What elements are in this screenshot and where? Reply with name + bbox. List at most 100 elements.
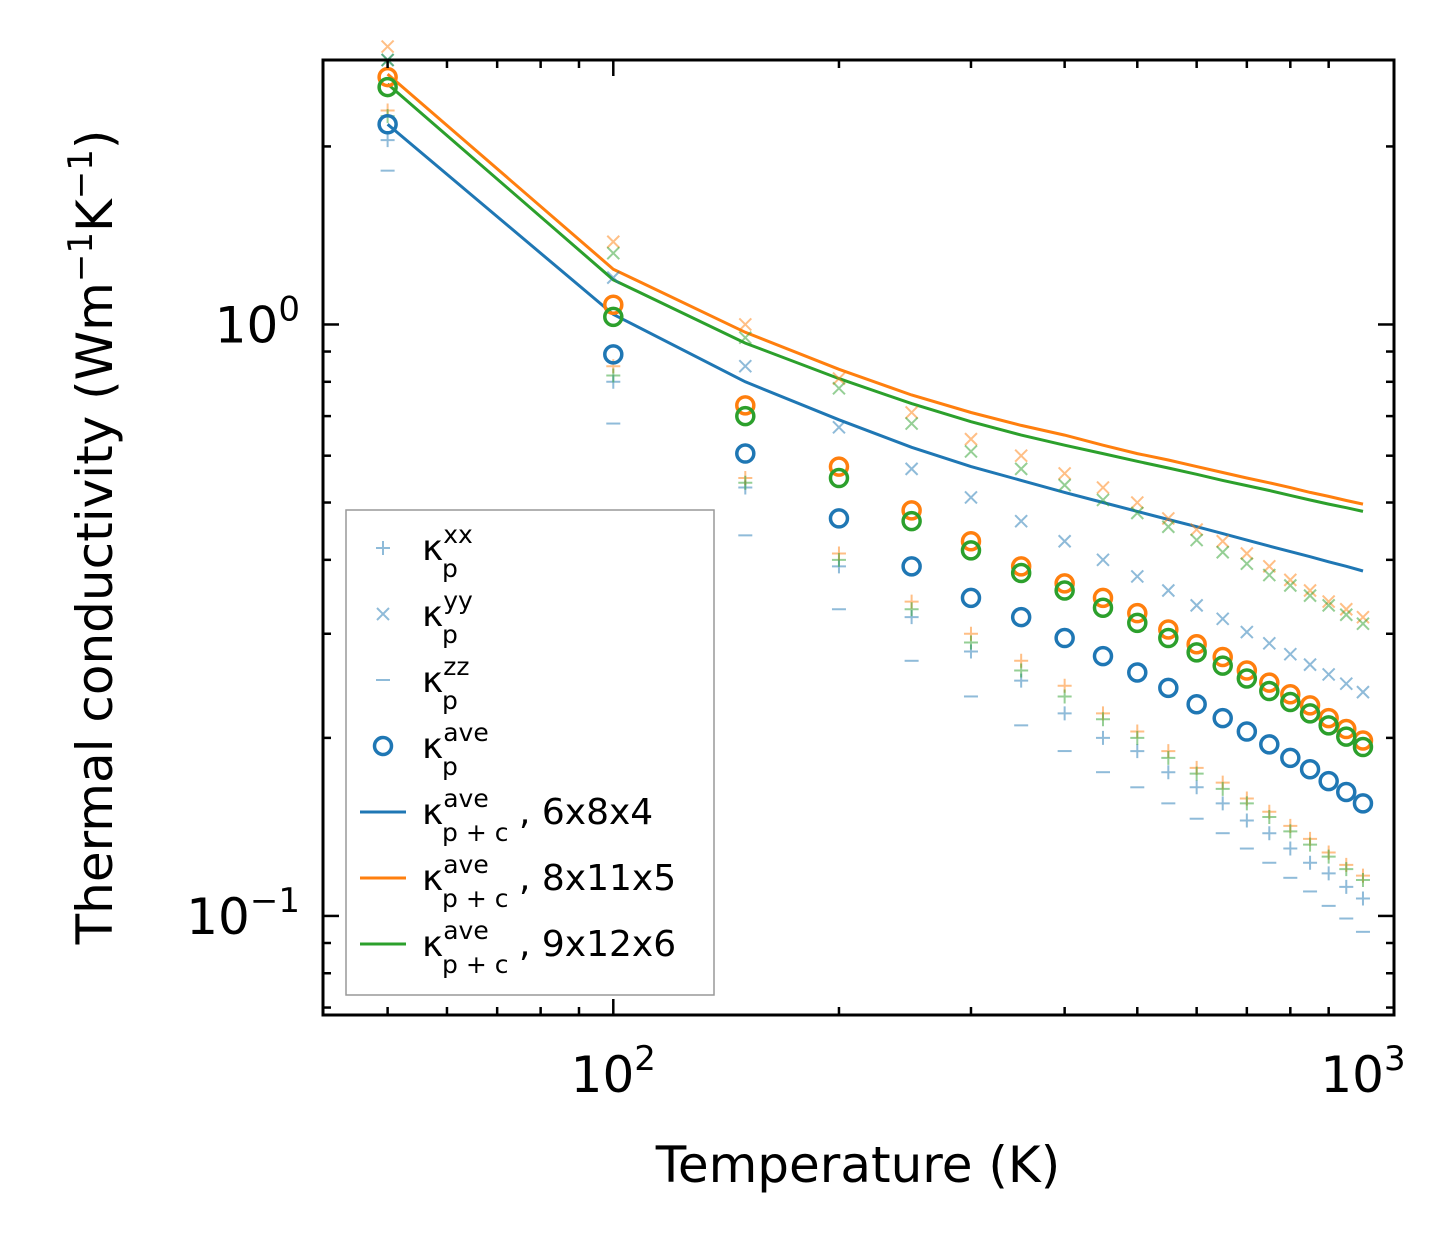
data-point-kyy_green	[832, 381, 846, 396]
data-point-kyy_green	[1096, 493, 1110, 507]
data-point-kyy_orange	[904, 405, 919, 420]
data-point-kxx_blue	[1283, 841, 1298, 856]
series-kxx_blue	[380, 133, 1370, 906]
data-point-kave_green	[1236, 668, 1258, 689]
data-point-kave_blue	[960, 587, 982, 609]
x-tick-label: 103	[1320, 1039, 1405, 1104]
data-point-kyy_orange	[1356, 610, 1370, 624]
series-line-kpc_8x11x5	[386, 72, 1364, 506]
data-point-kxx_blue	[1339, 879, 1354, 894]
data-point-kyy_orange	[1096, 480, 1110, 495]
data-point-kave_orange	[1212, 646, 1233, 668]
data-point-kave_green	[1158, 627, 1179, 649]
data-point-kave_blue	[1299, 759, 1321, 780]
data-point-kave_blue	[735, 443, 756, 464]
data-point-kave_blue	[1054, 627, 1075, 649]
data-point-kxx_blue	[1215, 796, 1230, 811]
plot-frame	[321, 58, 1396, 1017]
data-point-kave_orange	[1280, 684, 1301, 705]
series-line-kpc_9x12x6	[386, 82, 1364, 513]
data-point-kave_green	[603, 306, 624, 328]
data-point-kyy_orange	[832, 371, 846, 386]
data-point-kyy_orange	[1339, 602, 1353, 616]
data-point-kyy_green	[1014, 462, 1028, 476]
data-point-kave_orange	[1318, 707, 1339, 729]
data-point-kyy_green	[1161, 520, 1176, 534]
data-point-kxx_green	[1262, 809, 1277, 824]
data-point-kyy_green	[1240, 557, 1254, 571]
legend-label: κave p + c, 8x11x5	[422, 850, 676, 913]
series-kave_blue	[377, 114, 1374, 814]
data-point-kxx_green	[963, 635, 978, 650]
series-kxx_green	[380, 109, 1370, 888]
data-point-kave_green	[1352, 736, 1374, 758]
data-point-kave_orange	[960, 531, 982, 552]
data-point-kyy_blue	[1161, 583, 1176, 598]
data-point-kyy_orange	[1216, 534, 1230, 548]
data-point-kyy_blue	[1356, 685, 1370, 699]
data-point-kxx_green	[1215, 781, 1230, 796]
data-point-kave_green	[1318, 715, 1339, 736]
data-point-kxx_green	[1095, 712, 1110, 727]
data-point-kxx_green	[904, 602, 919, 617]
data-point-kyy_orange	[1283, 573, 1298, 587]
data-point-kyy_green	[1321, 598, 1336, 613]
data-point-kyy_blue	[1216, 612, 1230, 626]
data-point-kave_blue	[1127, 662, 1148, 683]
data-point-kyy_orange	[1240, 546, 1254, 561]
data-point-kxx_blue	[380, 133, 395, 148]
data-point-kxx_green	[1303, 837, 1318, 852]
data-point-kyy_orange	[738, 317, 753, 332]
data-point-kyy_orange	[1189, 522, 1204, 537]
data-point-kxx_green	[1355, 873, 1370, 888]
data-point-kxx_green	[606, 368, 621, 383]
data-point-kyy_blue	[904, 462, 919, 476]
data-point-kave_green	[1054, 580, 1075, 601]
data-point-kave_orange	[828, 456, 850, 477]
data-point-kyy_green	[1130, 506, 1144, 520]
legend-label: κyy p	[422, 586, 473, 649]
data-point-kyy_blue	[1189, 598, 1204, 613]
data-point-kave_green	[377, 76, 398, 98]
legend-entry: κave p + c, 9x12x6	[360, 916, 676, 979]
data-point-kave_blue	[1010, 606, 1032, 628]
data-point-kave_green	[901, 510, 922, 532]
data-point-kyy_blue	[606, 270, 620, 285]
series-kyy_orange	[380, 39, 1370, 624]
axis-ticks	[323, 60, 1394, 1015]
data-point-kxx_green	[1339, 862, 1354, 877]
data-point-kave_orange	[1236, 660, 1258, 681]
legend-entry: κave p	[372, 718, 489, 781]
data-point-kave_green	[1212, 655, 1233, 676]
data-point-kyy_green	[1283, 578, 1298, 593]
data-point-kave_orange	[735, 395, 756, 416]
data-point-kyy_green	[1339, 608, 1353, 622]
data-point-kave_blue	[1092, 645, 1114, 667]
data-point-kave_green	[1010, 562, 1032, 584]
data-point-kyy_green	[1189, 533, 1204, 547]
data-point-kyy_green	[964, 444, 978, 459]
data-point-kave_green	[1299, 703, 1321, 724]
data-point-kyy_blue	[738, 359, 753, 373]
legend-entry: κzz p	[376, 652, 469, 715]
data-point-kyy_green	[1057, 478, 1072, 492]
data-point-kave_green	[1186, 642, 1207, 663]
data-point-kxx_green	[738, 475, 753, 490]
data-point-kxx_green	[1189, 766, 1204, 781]
data-point-kyy_blue	[1283, 647, 1298, 661]
data-point-kyy_blue	[1240, 625, 1254, 639]
data-point-kyy_blue	[1321, 667, 1336, 682]
data-point-kyy_green	[904, 416, 919, 431]
data-point-kyy_blue	[1303, 657, 1317, 672]
legend-marker	[372, 735, 394, 757]
data-point-kyy_orange	[1057, 466, 1072, 481]
data-point-kave_orange	[1010, 556, 1032, 577]
y-tick-label: 100	[215, 289, 300, 354]
data-point-kave_green	[828, 467, 850, 489]
legend-marker	[376, 607, 390, 621]
data-point-kave_orange	[901, 500, 922, 521]
data-point-kyy_green	[1262, 568, 1277, 582]
series-line-kpc_6x8x4	[386, 123, 1364, 573]
data-point-kxx_blue	[1130, 744, 1145, 759]
